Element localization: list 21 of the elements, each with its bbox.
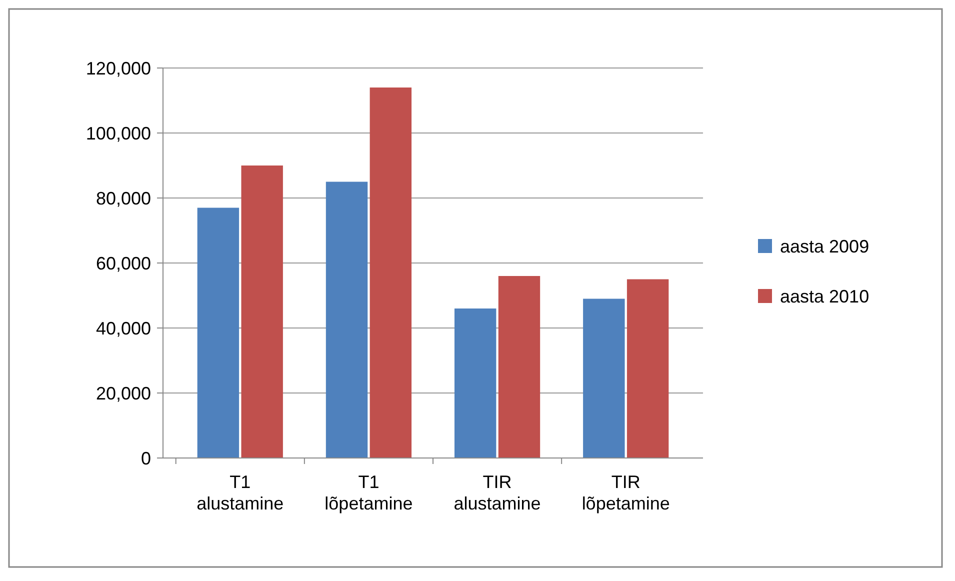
legend-label: aasta 2009: [780, 236, 870, 256]
y-tick-label: 60,000: [96, 253, 151, 274]
y-tick-label: 80,000: [96, 188, 151, 208]
y-tick-label: 120,000: [86, 58, 151, 78]
x-tick-label: T1 alustamine: [196, 472, 284, 514]
x-tick-label: TIR alustamine: [454, 472, 541, 514]
bar: [626, 279, 669, 458]
legend-label: aasta 2010: [780, 286, 870, 306]
bar: [454, 308, 496, 458]
bar: [241, 166, 283, 458]
x-tick-label: TIR lõpetamine: [582, 472, 670, 514]
bar: [498, 276, 540, 458]
bar: [370, 88, 412, 458]
bar: [326, 182, 368, 458]
bar: [197, 208, 240, 458]
x-tick-label: T1 lõpetamine: [324, 472, 413, 514]
bar: [583, 298, 625, 458]
y-tick-label: 40,000: [96, 318, 151, 338]
y-tick-label: 20,000: [96, 383, 151, 404]
y-tick-label: 0: [140, 448, 151, 468]
y-tick-label: 100,000: [86, 123, 151, 144]
